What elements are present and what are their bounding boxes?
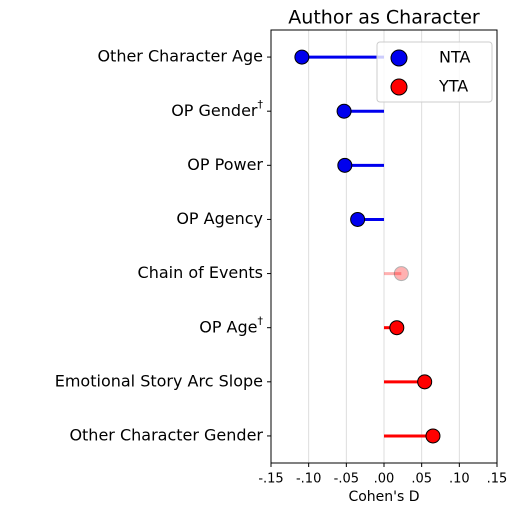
legend: NTA YTA — [376, 41, 493, 103]
plot-frame — [270, 29, 498, 464]
y-tick-label: OP Power — [187, 155, 263, 174]
x-tick-label: .10 — [449, 472, 470, 487]
dot — [336, 103, 352, 119]
marks — [294, 49, 441, 444]
chart-title: Author as Character — [288, 7, 480, 29]
dot — [393, 266, 409, 282]
y-tick-label: OP Agency — [176, 209, 263, 228]
legend-marker — [390, 78, 408, 96]
dot — [337, 157, 353, 173]
dot — [425, 428, 441, 444]
legend-marker — [390, 49, 408, 67]
dot — [389, 320, 405, 336]
y-tick-label: Other Character Gender — [69, 425, 263, 444]
dot — [417, 374, 433, 390]
y-tick-label: Other Character Age — [97, 47, 263, 66]
y-tick-label: OP Gender† — [171, 98, 263, 120]
legend-label: YTA — [438, 77, 468, 96]
x-axis-label: Cohen's D — [348, 489, 419, 505]
x-tick-label: -.15 — [258, 472, 283, 487]
y-tick-label: Emotional Story Arc Slope — [55, 371, 263, 390]
x-tick-label: -.05 — [334, 472, 359, 487]
dot — [350, 211, 366, 227]
x-tick-label: .05 — [411, 472, 432, 487]
y-tick-label: Chain of Events — [138, 263, 263, 282]
y-tick-label: OP Age† — [199, 315, 263, 337]
x-tick-label: .00 — [374, 472, 395, 487]
dot — [294, 49, 310, 65]
x-tick-label: -.10 — [296, 472, 321, 487]
legend-label: NTA — [439, 48, 471, 67]
x-tick-label: .15 — [487, 472, 508, 487]
